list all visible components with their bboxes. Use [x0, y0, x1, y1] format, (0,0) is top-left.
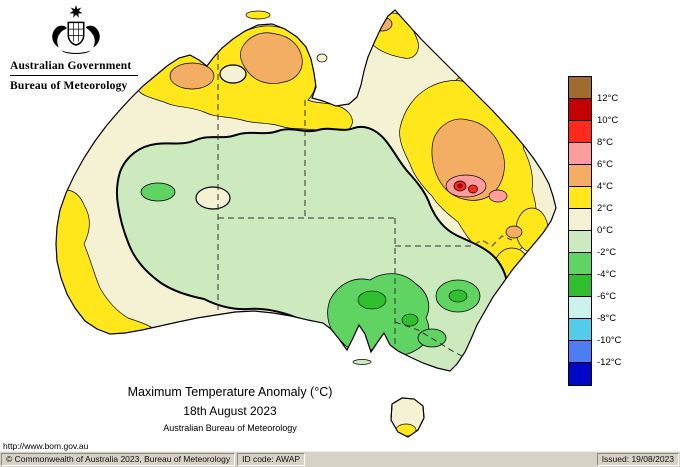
region-green--4to-6: [357, 289, 468, 327]
legend-label: -2°C: [597, 247, 617, 258]
mainland-coastline: [55, 9, 557, 372]
legend-label: -8°C: [597, 313, 617, 324]
legend-label: 6°C: [597, 159, 613, 170]
legend-label: 4°C: [597, 181, 613, 192]
map-date: 18th August 2023: [183, 404, 277, 418]
legend-label: 2°C: [597, 203, 613, 214]
legend-label: 8°C: [597, 137, 613, 148]
legend-color-cell: [569, 143, 591, 165]
legend-color-cell: [569, 165, 591, 187]
legend-label: 10°C: [597, 115, 619, 126]
government-title: Australian Government: [10, 60, 132, 72]
legend-color-cell: [569, 209, 591, 231]
legend-label: -6°C: [597, 291, 617, 302]
legend-color-cell: [569, 253, 591, 275]
status-id-code: ID code: AWAP: [237, 453, 306, 466]
state-borders: [217, 54, 513, 359]
legend-color-cell: [569, 363, 591, 385]
status-bar: © Commonwealth of Australia 2023, Bureau…: [0, 451, 680, 467]
branding-divider: [10, 75, 138, 76]
australian-coat-of-arms-icon: [52, 4, 100, 54]
status-copyright: © Commonwealth of Australia 2023, Bureau…: [1, 453, 236, 466]
australia-anomaly-map: [55, 9, 557, 438]
map-title: Maximum Temperature Anomaly (°C): [127, 385, 333, 399]
legend-color-cell: [569, 231, 591, 253]
legend-color-cell: [569, 341, 591, 363]
map-source: Australian Bureau of Meteorology: [163, 423, 297, 433]
legend-label: -4°C: [597, 269, 617, 280]
region-midgreen--2to-4: [140, 182, 481, 356]
legend-color-cell: [569, 99, 591, 121]
tasmania: [390, 397, 425, 438]
bom-url: http://www.bom.gov.au: [3, 441, 89, 451]
legend-label: 0°C: [597, 225, 613, 236]
branding-block: Australian Government Bureau of Meteorol…: [10, 4, 142, 92]
legend-labels: 12°C 10°C 8°C 6°C 4°C 2°C 0°C -2°C -4°C -6°C -8°C -…: [597, 77, 637, 385]
legend-label: -12°C: [597, 357, 622, 368]
legend-color-cell: [569, 77, 591, 99]
region-hot-spots: [445, 174, 508, 203]
temperature-legend: 12°C 10°C 8°C 6°C 4°C 2°C 0°C -2°C -4°C -6°C -8°C -…: [568, 76, 638, 388]
legend-label: -10°C: [597, 335, 622, 346]
region-cream-hole-center: [195, 186, 231, 210]
status-issued: Issued: 19/08/2023: [596, 453, 679, 466]
region-cream-hole-north: [219, 64, 247, 84]
legend-color-cell: [569, 275, 591, 297]
offshore-islands: [245, 10, 372, 365]
legend-color-cell: [569, 121, 591, 143]
anomaly-regions: [56, 10, 556, 371]
legend-color-cell: [569, 187, 591, 209]
caption-block: Maximum Temperature Anomaly (°C) 18th Au…: [40, 385, 420, 433]
legend-colorbar: [568, 76, 592, 386]
legend-color-cell: [569, 319, 591, 341]
legend-color-cell: [569, 297, 591, 319]
legend-label: 12°C: [597, 93, 619, 104]
bureau-title: Bureau of Meteorology: [10, 80, 128, 92]
